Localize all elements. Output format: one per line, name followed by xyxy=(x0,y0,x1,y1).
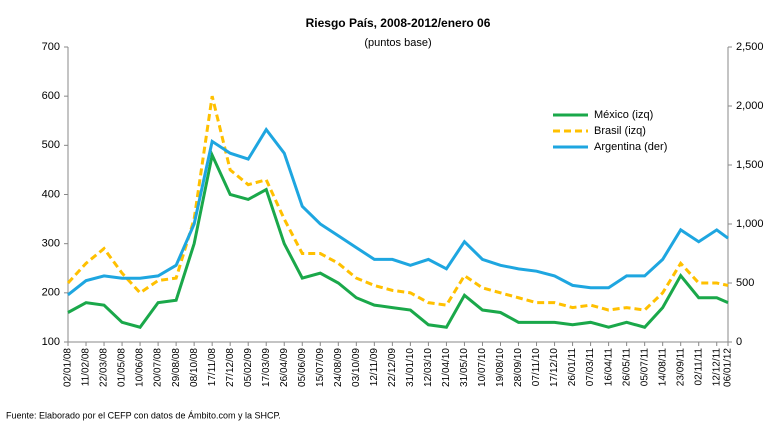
y-tick-label: 200 xyxy=(42,287,60,299)
x-tick-label: 05/02/09 xyxy=(243,348,254,387)
chart-subtitle: (puntos base) xyxy=(364,37,431,49)
y-tick-label: 300 xyxy=(42,238,60,250)
x-tick-label: 14/08/11 xyxy=(657,348,668,387)
legend-label: México (izq) xyxy=(594,109,653,121)
x-tick-label: 07/03/11 xyxy=(585,348,596,387)
x-tick-label: 17/12/10 xyxy=(549,348,560,387)
x-tick-label: 03/10/09 xyxy=(351,348,362,387)
y2-tick-label: 2,500 xyxy=(736,41,764,53)
x-tick-label: 10/06/08 xyxy=(135,348,146,387)
x-tick-label: 05/06/09 xyxy=(297,348,308,387)
y-tick-label: 600 xyxy=(42,90,60,102)
y2-tick-label: 1,000 xyxy=(736,218,764,230)
x-tick-label: 24/08/09 xyxy=(333,348,344,387)
y-tick-label: 400 xyxy=(42,188,60,200)
y2-tick-label: 1,500 xyxy=(736,159,764,171)
x-tick-label: 26/05/11 xyxy=(621,348,632,387)
x-tick-label: 06/01/12 xyxy=(723,348,734,387)
x-tick-label: 08/10/08 xyxy=(189,348,200,387)
x-tick-label: 22/03/08 xyxy=(99,348,110,387)
series-line xyxy=(67,150,729,329)
x-tick-label: 23/09/11 xyxy=(675,348,686,387)
x-tick-label: 19/08/10 xyxy=(495,348,506,387)
x-tick-label: 29/08/08 xyxy=(171,348,182,387)
legend-label: Argentina (der) xyxy=(594,141,667,153)
x-tick-label: 26/01/11 xyxy=(567,348,578,387)
y-tick-label: 500 xyxy=(42,139,60,151)
x-tick-label: 31/01/10 xyxy=(405,348,416,387)
chart-title: Riesgo País, 2008-2012/enero 06 xyxy=(306,16,491,30)
y-tick-label: 700 xyxy=(42,41,60,53)
x-tick-label: 31/05/10 xyxy=(459,348,470,387)
x-tick-label: 02/01/08 xyxy=(63,348,74,387)
series-line xyxy=(66,95,729,312)
x-tick-label: 20/07/08 xyxy=(153,348,164,387)
x-tick-label: 12/03/10 xyxy=(423,348,434,387)
x-tick-label: 05/07/11 xyxy=(639,348,650,387)
y-tick-label: 100 xyxy=(42,336,60,348)
y2-tick-label: 500 xyxy=(736,277,754,289)
x-tick-label: 26/04/09 xyxy=(279,348,290,387)
x-tick-label: 07/11/10 xyxy=(531,348,542,387)
x-tick-label: 15/07/09 xyxy=(315,348,326,387)
x-tick-label: 12/12/11 xyxy=(711,348,722,387)
series-line xyxy=(67,126,729,296)
x-tick-label: 21/04/10 xyxy=(441,348,452,387)
x-tick-label: 12/11/09 xyxy=(369,348,380,387)
y2-tick-label: 0 xyxy=(736,336,742,348)
x-tick-label: 28/09/10 xyxy=(513,348,524,387)
y2-tick-label: 2,000 xyxy=(736,100,764,112)
legend-label: Brasil (izq) xyxy=(594,125,646,137)
x-tick-label: 16/04/11 xyxy=(603,348,614,387)
x-tick-label: 02/11/11 xyxy=(693,348,704,386)
source-note: Fuente: Elaborado por el CEFP con datos … xyxy=(6,410,281,420)
x-tick-label: 17/03/09 xyxy=(261,348,272,387)
x-tick-label: 27/12/08 xyxy=(225,348,236,387)
x-tick-label: 01/05/08 xyxy=(117,348,128,387)
x-tick-label: 11/02/08 xyxy=(81,348,92,387)
x-tick-label: 17/11/08 xyxy=(207,348,218,387)
x-tick-label: 10/07/10 xyxy=(477,348,488,387)
x-tick-label: 22/12/09 xyxy=(387,348,398,387)
